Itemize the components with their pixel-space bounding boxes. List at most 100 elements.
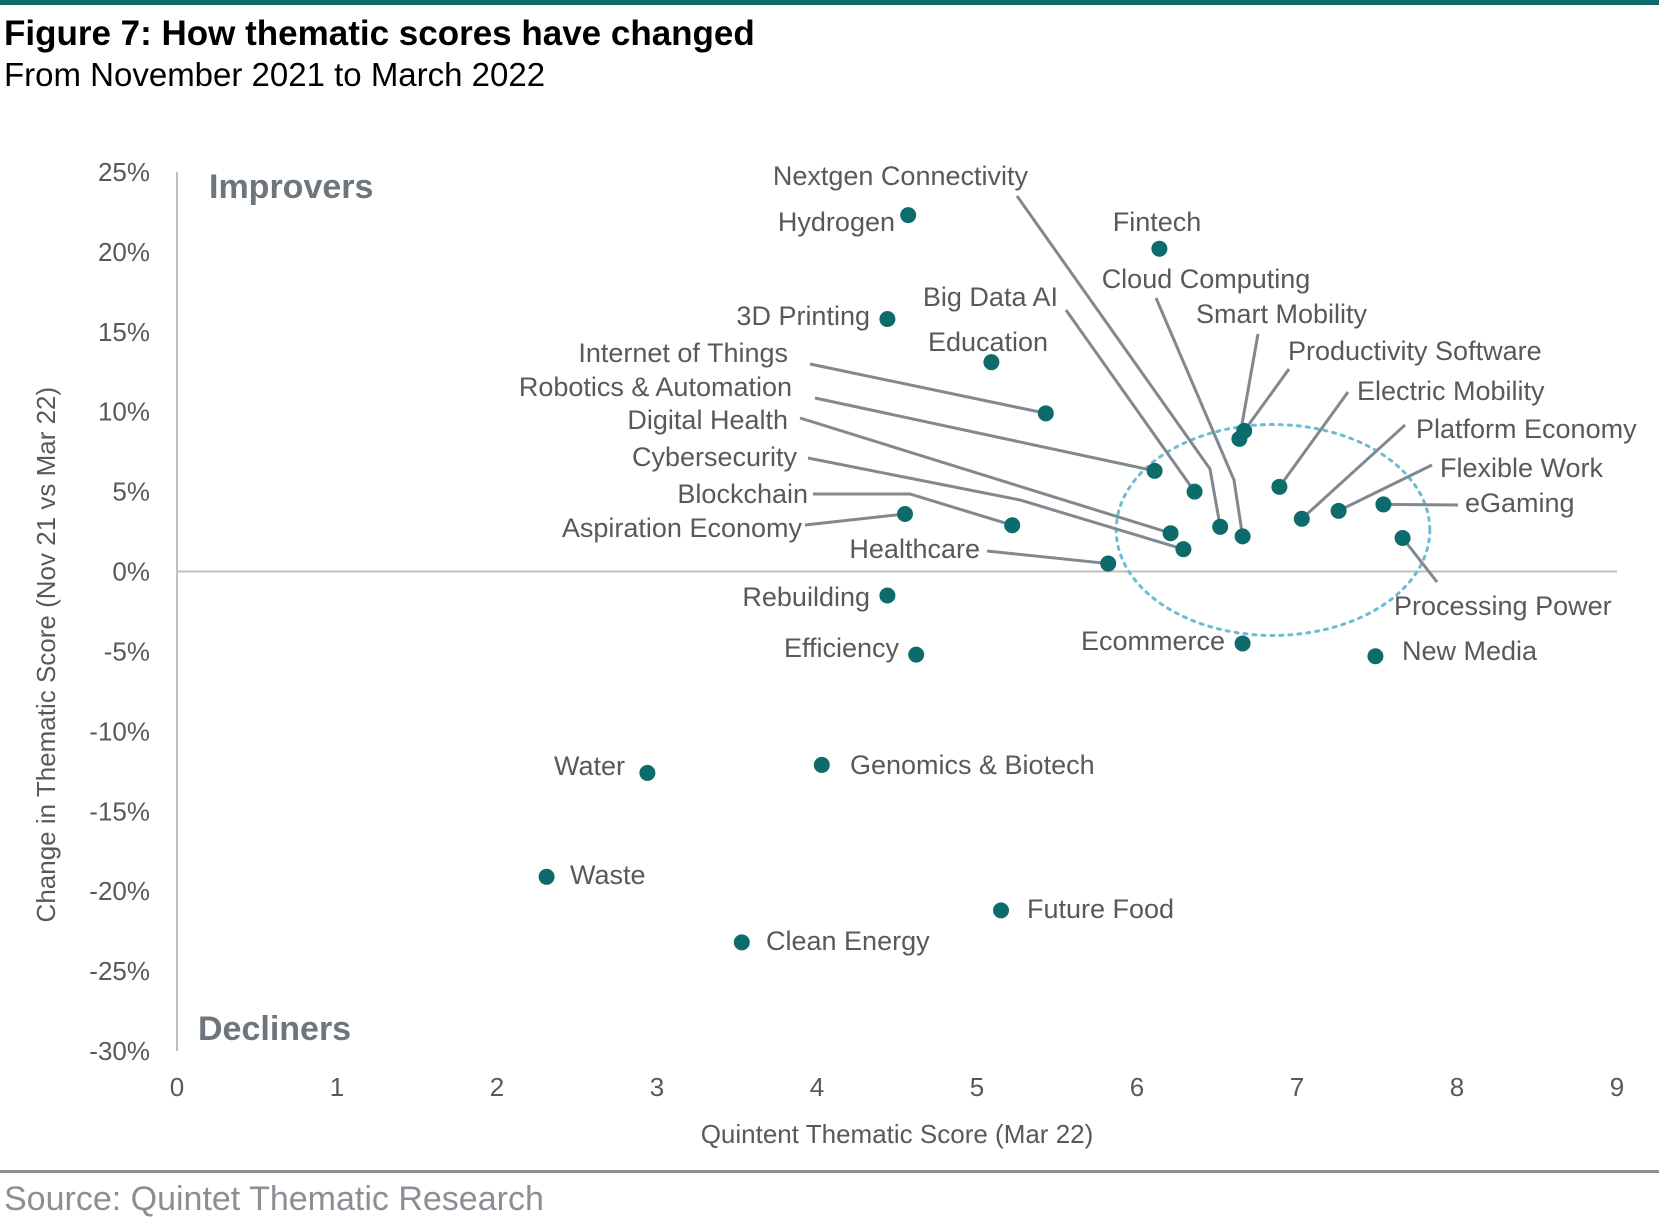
point-label: Genomics & Biotech <box>850 750 1095 780</box>
point-label: Rebuilding <box>742 582 870 612</box>
point-label: 3D Printing <box>736 301 870 331</box>
point-rebuilding <box>879 587 896 604</box>
point-waste <box>538 868 555 885</box>
point-label: Education <box>928 327 1048 357</box>
point-aspiration-economy <box>897 506 913 523</box>
point-label: Blockchain <box>677 479 808 509</box>
point-label: Cybersecurity <box>632 442 798 472</box>
point-label: Waste <box>570 860 646 890</box>
leader-line-flexible-work <box>1337 463 1433 513</box>
leader-line-cybersecurity <box>807 456 1184 551</box>
point-label: Internet of Things <box>578 338 788 368</box>
point-label: Ecommerce <box>1081 626 1225 656</box>
point-egaming <box>1375 496 1392 513</box>
quadrant-label-decliners: Decliners <box>198 1010 351 1048</box>
x-axis-title: Quintent Thematic Score (Mar 22) <box>701 1119 1094 1149</box>
point-healthcare <box>1100 555 1117 572</box>
point-platform-economy <box>1293 510 1310 527</box>
point-cloud-computing <box>1234 528 1251 545</box>
point-3d-printing <box>879 311 896 328</box>
leader-line-productivity-software <box>1242 368 1291 432</box>
leader-line-processing-power <box>1401 537 1439 583</box>
figure-subtitle: From November 2021 to March 2022 <box>4 56 546 93</box>
point-label: New Media <box>1402 636 1538 666</box>
point-label: Hydrogen <box>778 207 895 237</box>
point-cybersecurity <box>1175 541 1192 558</box>
x-tick-label: 5 <box>970 1072 984 1102</box>
point-fintech <box>1151 240 1168 257</box>
leader-line-platform-economy <box>1300 423 1407 520</box>
point-label: Big Data AI <box>923 282 1058 312</box>
point-label: eGaming <box>1465 488 1575 518</box>
point-clean-energy <box>733 934 750 951</box>
point-label: Healthcare <box>849 534 980 564</box>
x-tick-label: 1 <box>330 1072 344 1102</box>
y-tick-label: -25% <box>89 956 150 986</box>
x-tick-label: 4 <box>810 1072 824 1102</box>
point-productivity-software <box>1236 422 1253 439</box>
point-label: Future Food <box>1027 894 1174 924</box>
x-tick-label: 8 <box>1450 1072 1464 1102</box>
y-tick-label: 0% <box>112 557 150 587</box>
scatter-chart: 25% 20% 15% 10% 5% 0% -5% -10% -15% -20% -25% -30% 0… <box>31 157 1637 1149</box>
leader-line-aspiration-economy <box>804 512 906 527</box>
point-electric-mobility <box>1271 478 1288 495</box>
top-rule <box>0 0 1659 5</box>
point-water <box>639 764 656 781</box>
point-label: Nextgen Connectivity <box>773 161 1029 191</box>
point-blockchain <box>1004 517 1021 534</box>
leader-line-electric-mobility <box>1278 391 1350 488</box>
leader-line-internet-of-things <box>809 362 1047 415</box>
x-tick-label: 7 <box>1290 1072 1304 1102</box>
point-label: Robotics & Automation <box>519 372 792 402</box>
point-efficiency <box>908 646 925 663</box>
point-digital-health <box>1162 525 1179 542</box>
point-hydrogen <box>900 207 917 224</box>
leader-line-blockchain <box>813 492 1013 527</box>
point-label: Aspiration Economy <box>562 513 803 543</box>
point-label: Efficiency <box>784 633 900 663</box>
leader-line-smart-mobility <box>1237 333 1260 440</box>
x-tick-label: 3 <box>650 1072 664 1102</box>
point-label: Smart Mobility <box>1196 299 1368 329</box>
point-label: Water <box>554 751 625 781</box>
x-tick-label: 6 <box>1130 1072 1144 1102</box>
point-big-data-ai <box>1186 483 1203 500</box>
point-ecommerce <box>1234 635 1251 652</box>
quadrant-label-improvers: Improvers <box>209 168 373 206</box>
leader-line-nextgen-connectivity <box>1015 195 1222 528</box>
point-processing-power <box>1394 529 1411 546</box>
y-tick-label: 20% <box>98 237 150 267</box>
point-label: Cloud Computing <box>1102 264 1311 294</box>
point-flexible-work <box>1330 502 1347 519</box>
x-tick-label: 9 <box>1610 1072 1624 1102</box>
point-label: Fintech <box>1113 207 1202 237</box>
y-tick-label: -30% <box>89 1036 150 1066</box>
y-tick-label: 5% <box>112 477 150 507</box>
point-future-food <box>993 902 1009 919</box>
point-label: Productivity Software <box>1288 336 1542 366</box>
leader-line-digital-health <box>799 416 1172 535</box>
point-genomics-and-biotech <box>813 756 830 773</box>
leader-line-cloud-computing <box>1154 297 1245 537</box>
point-robotics-and-automation <box>1146 462 1163 479</box>
point-education <box>983 354 1000 371</box>
point-label: Flexible Work <box>1440 453 1604 483</box>
leader-line-healthcare <box>986 549 1109 566</box>
x-tick-label: 0 <box>170 1072 184 1102</box>
x-tick-label: 2 <box>490 1072 504 1102</box>
y-tick-label: 15% <box>98 317 150 347</box>
point-label: Digital Health <box>627 405 788 435</box>
y-tick-label: 25% <box>98 157 150 187</box>
figure-title: Figure 7: How thematic scores have chang… <box>4 14 755 53</box>
leader-line-robotics-and-automation <box>814 396 1155 473</box>
point-label: Clean Energy <box>766 926 930 956</box>
point-label: Electric Mobility <box>1357 376 1545 406</box>
source-note: Source: Quintet Thematic Research <box>4 1180 544 1218</box>
y-tick-label: -20% <box>89 876 150 906</box>
y-axis-title: Change in Thematic Score (Nov 21 vs Mar … <box>31 387 61 923</box>
y-tick-label: -10% <box>89 716 150 746</box>
leader-line-big-data-ai <box>1064 309 1196 493</box>
y-tick-label: -5% <box>104 636 150 666</box>
point-internet-of-things <box>1037 405 1054 422</box>
